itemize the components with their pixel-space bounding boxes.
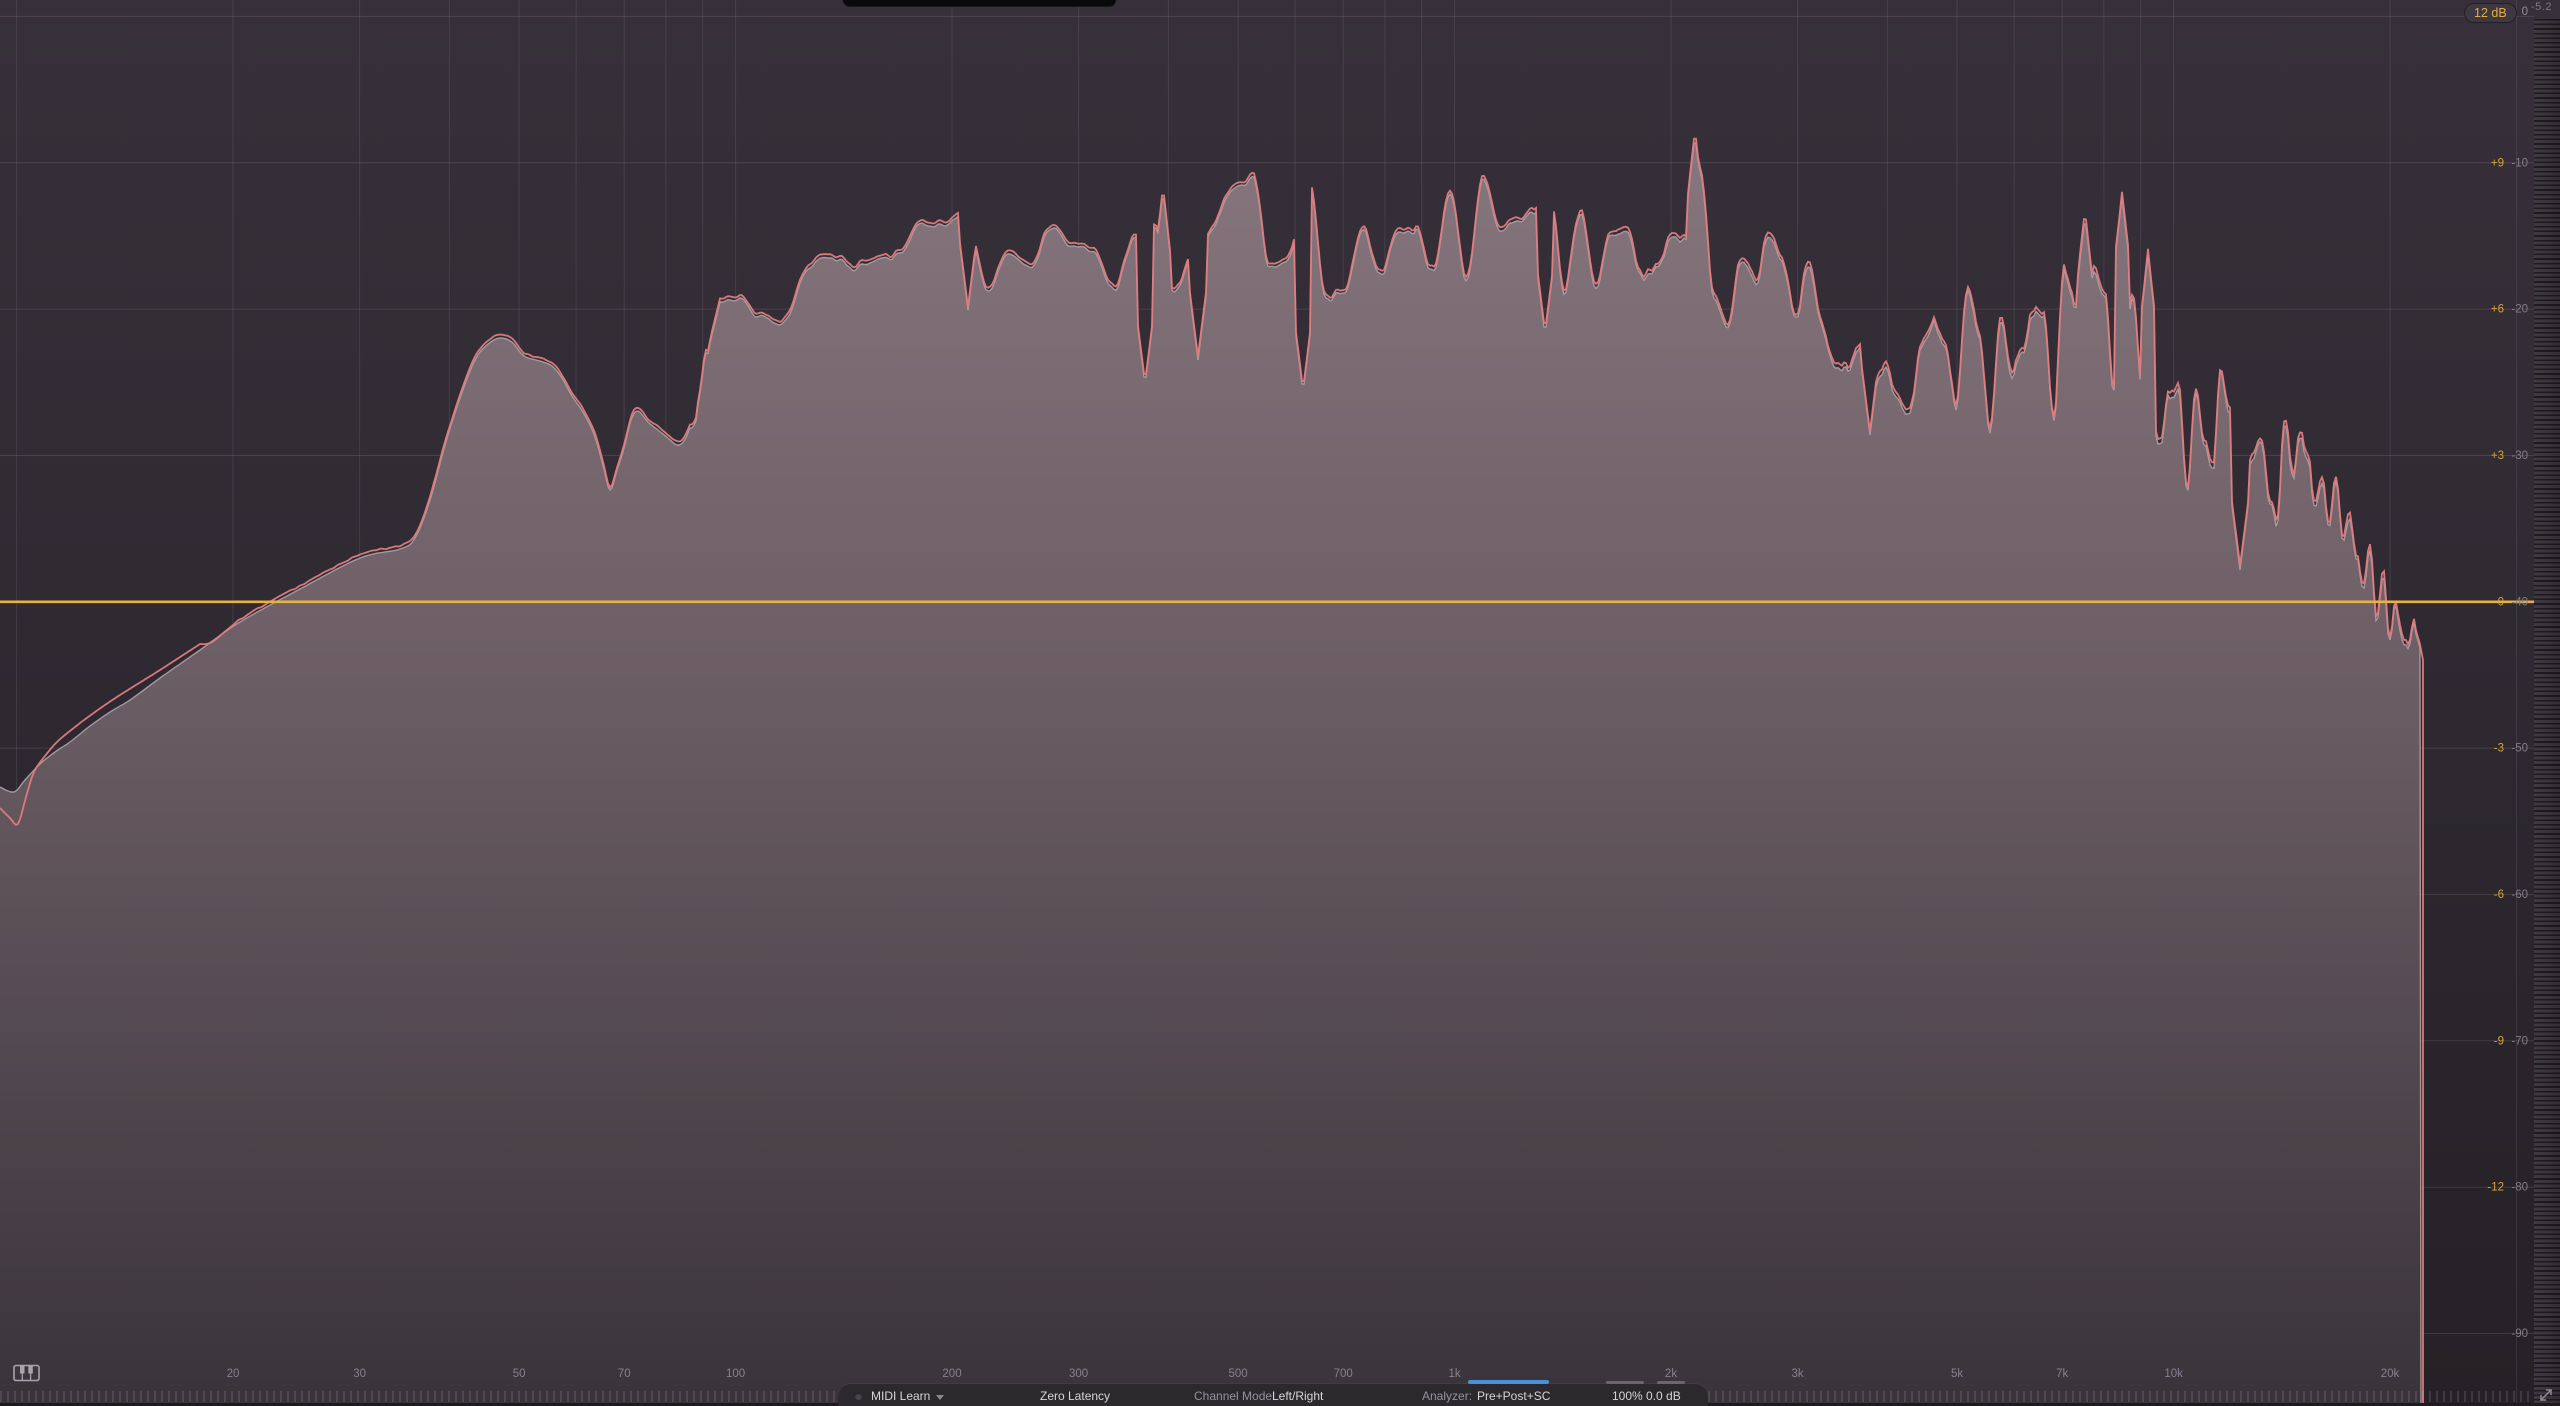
chevron-down-icon[interactable] [936,1395,944,1400]
analyzer-scale-label: -10 [2511,157,2528,169]
freq-tick-label: 500 [1229,1368,1248,1380]
zero-latency-button[interactable]: Zero Latency [1040,1389,1111,1403]
frequency-scale-labels: 20 30 50 70 100 200 300 500 700 1k 2k 3k 5k 7k 10k 20k [227,1368,2400,1380]
analyzer-scale-label: -60 [2511,889,2528,901]
channel-mode-label: Channel Mode: [1194,1389,1276,1403]
db-scale-labels: +9 -10 +6 -20 +3 -30 0 -40 -3 -50 -6 -60 -9 -70 -12 -80… [2487,157,2528,1340]
gain-scale-label: +9 [2491,157,2504,169]
analyzer-scale-label: -30 [2511,450,2528,462]
level-meter-readout: -5.2 [2531,1,2552,13]
freq-tick-label: 30 [353,1368,366,1380]
output-level-meter[interactable] [2534,19,2560,1406]
gain-scale-label: -9 [2494,1035,2504,1047]
freq-tick-label: 10k [2164,1368,2183,1380]
freq-tick-label: 20 [227,1368,240,1380]
offscreen-toolbar-edge [843,0,1116,7]
freq-tick-label: 700 [1334,1368,1353,1380]
analyzer-scale-label: -80 [2511,1182,2528,1194]
freq-tick-label: 3k [1792,1368,1804,1380]
bottom-toolbar [838,1384,1708,1406]
resize-corner-handle[interactable] [2537,1386,2555,1404]
freq-tick-label: 5k [1951,1368,1963,1380]
display-range-button[interactable]: 12 dB [2464,3,2517,23]
analyzer-scale-label: -70 [2511,1035,2528,1047]
spectrum-fill-area [0,143,2421,1406]
resolution-indicator [1606,1381,1644,1384]
analyzer-scale-label: -40 [2511,596,2528,608]
tilt-indicator [1657,1381,1685,1384]
midi-learn-button[interactable]: MIDI Learn [871,1389,931,1403]
freq-tick-label: 70 [618,1368,631,1380]
analyzer-post-curve [0,137,2424,1404]
analyzer-tilt-value[interactable]: 0.0 dB [1646,1389,1681,1403]
analyzer-resolution-value[interactable]: 100% [1612,1389,1643,1403]
gain-scale-label: -6 [2494,889,2504,901]
gain-scale-label: -3 [2494,743,2504,755]
freq-tick-label: 2k [1665,1368,1677,1380]
gain-scale-label: -12 [2487,1182,2504,1194]
piano-display-toggle-icon[interactable] [13,1364,41,1382]
freq-tick-label: 7k [2056,1368,2068,1380]
display-range-value: 12 dB [2474,6,2507,20]
freq-tick-label: 200 [942,1368,961,1380]
analyzer-active-indicator [1468,1380,1549,1384]
gain-scale-label: +3 [2491,450,2504,462]
analyzer-mode-value[interactable]: Pre+Post+SC [1477,1389,1551,1403]
freq-tick-label: 50 [513,1368,526,1380]
midi-learn-indicator-dot [855,1393,862,1400]
gain-scale-label: +6 [2491,304,2504,316]
freq-tick-label: 300 [1069,1368,1088,1380]
analyzer-scale-label: -90 [2511,1328,2528,1340]
analyzer-scale-label: -50 [2511,743,2528,755]
channel-mode-value[interactable]: Left/Right [1272,1389,1324,1403]
freq-tick-label: 1k [1449,1368,1461,1380]
analyzer-scale-label: -20 [2511,304,2528,316]
freq-tick-label: 100 [726,1368,745,1380]
analyzer-scale-top-label: 0 [2521,6,2528,18]
analyzer-label: Analyzer: [1422,1389,1473,1403]
freq-tick-label: 20k [2381,1368,2400,1380]
gain-scale-label: 0 [2498,596,2504,608]
